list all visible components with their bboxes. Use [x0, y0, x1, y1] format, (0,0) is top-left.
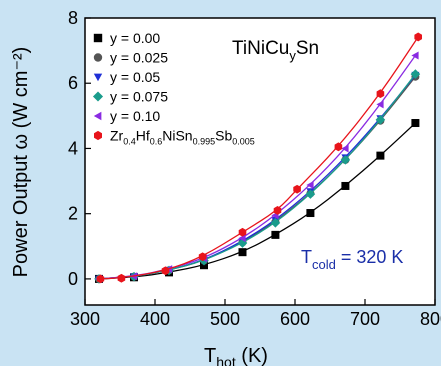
- y-tick-label: 6: [68, 73, 78, 93]
- tcold-sub: cold: [312, 257, 336, 272]
- x-axis-title-sub: hot: [216, 354, 236, 366]
- data-point: [334, 142, 343, 152]
- y-tick-label: 2: [68, 204, 78, 224]
- x-tick-label: 600: [280, 309, 310, 329]
- data-point: [306, 180, 314, 189]
- tcold-main: T: [301, 247, 312, 267]
- data-point: [238, 227, 247, 237]
- x-tick-label: 800: [420, 309, 441, 329]
- compound-sub: y: [289, 48, 296, 63]
- compound-main: TiNiCu: [232, 38, 289, 59]
- x-axis-title-main: T: [204, 345, 216, 366]
- x-axis-title-unit: (K): [236, 345, 268, 366]
- data-point: [96, 274, 105, 284]
- y-axis: 0 2 4 6 8: [68, 8, 91, 289]
- legend: y = 0.00 y = 0.025 y = 0.05 y = 0.075 y = 0.…: [92, 30, 255, 147]
- data-point: [198, 252, 207, 262]
- data-point: [411, 119, 420, 128]
- data-point: [414, 32, 423, 42]
- x-tick-label: 300: [70, 309, 100, 329]
- legend-marker: [93, 53, 103, 62]
- data-point: [273, 206, 282, 215]
- legend-label: y = 0.10: [110, 108, 160, 124]
- series-5: [96, 32, 423, 284]
- data-point: [341, 181, 350, 190]
- y-tick-label: 8: [68, 8, 78, 28]
- data-point: [376, 151, 385, 160]
- data-point: [238, 234, 246, 243]
- series-layer: [94, 32, 423, 284]
- legend-marker: [93, 111, 102, 121]
- series-line: [100, 36, 419, 280]
- data-point: [238, 248, 247, 257]
- data-point: [375, 114, 386, 125]
- plot-area: [84, 17, 436, 306]
- data-point: [306, 209, 315, 218]
- legend-marker: [93, 73, 103, 82]
- x-tick-label: 700: [350, 309, 380, 329]
- legend-marker: [93, 33, 103, 43]
- y-tick-label: 4: [68, 138, 78, 158]
- legend-label: y = 0.05: [110, 69, 160, 85]
- tcold-rest: = 320 K: [336, 247, 404, 267]
- data-point: [117, 273, 126, 283]
- data-point: [410, 69, 421, 79]
- y-axis-title: Power Output ω (W cm⁻²): [10, 47, 32, 278]
- legend-marker: [94, 130, 102, 141]
- legend-marker: [92, 91, 104, 102]
- data-point: [305, 189, 316, 199]
- data-point: [341, 144, 349, 153]
- x-axis-title: Thot (K): [204, 345, 268, 366]
- data-point: [293, 184, 301, 194]
- compound-rest: Sn: [296, 38, 319, 59]
- data-point: [411, 51, 419, 60]
- data-point: [376, 89, 385, 99]
- legend-label: Zr0.4Hf0.6NiSn0.995Sb0.005: [110, 128, 255, 147]
- tcold-annotation: Tcold = 320 K: [301, 247, 403, 272]
- data-point: [340, 155, 351, 165]
- data-point: [270, 218, 281, 228]
- data-point: [271, 230, 280, 239]
- x-axis: 300 400 500 600 700 800: [70, 299, 441, 329]
- compound-annotation: TiNiCuySn: [232, 38, 319, 63]
- data-point: [161, 266, 170, 276]
- legend-label: y = 0.00: [110, 30, 160, 46]
- y-tick-label: 0: [68, 269, 78, 289]
- data-point: [376, 100, 384, 109]
- legend-label: y = 0.075: [110, 89, 168, 105]
- x-tick-label: 500: [210, 309, 240, 329]
- legend-label: y = 0.025: [110, 50, 168, 66]
- x-tick-label: 400: [140, 309, 170, 329]
